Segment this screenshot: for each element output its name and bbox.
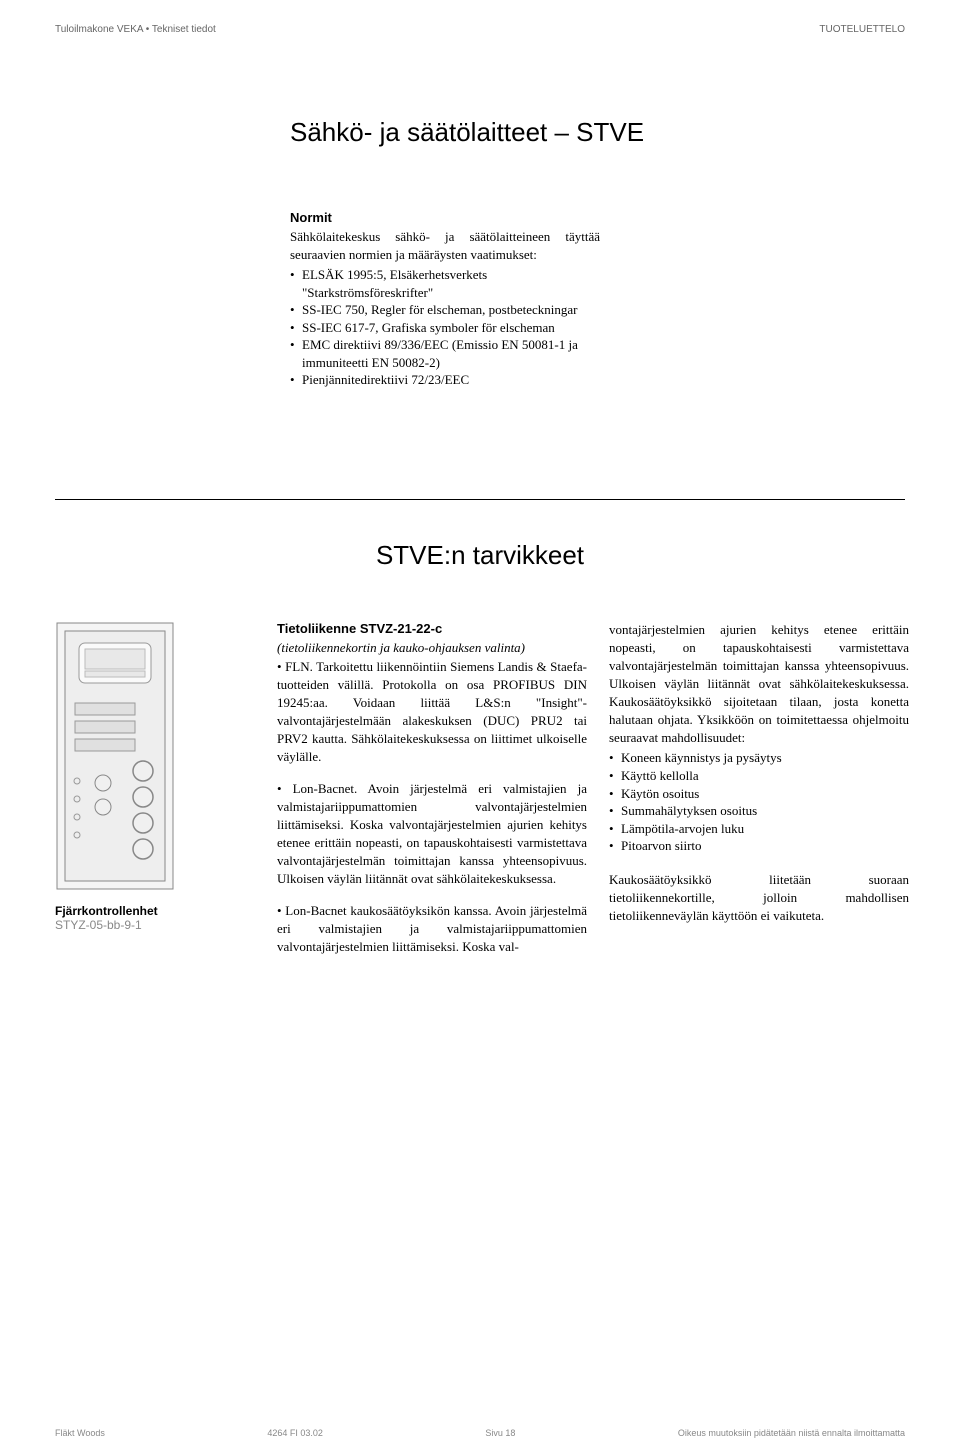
tieto-p1: • FLN. Tarkoitettu liikennöintiin Siemen… <box>277 658 587 766</box>
tieto-p2: • Lon-Bacnet. Avoin järjestelmä eri valm… <box>277 780 587 888</box>
device-caption: Fjärrkontrollenhet <box>55 904 255 918</box>
tieto-p2-text: Lon-Bacnet. Avoin järjestelmä eri valmis… <box>277 781 587 886</box>
normit-intro: Sähkölaitekeskus sähkö- ja säätölaittein… <box>290 228 600 263</box>
normit-list: ELSÄK 1995:5, Elsäkerhetsverkets "Starks… <box>290 266 600 389</box>
right-item: Summahälytyksen osoitus <box>609 802 909 820</box>
header-bar: Tuloilmakone VEKA • Tekniset tiedot TUOT… <box>55 24 905 35</box>
right-item: Lämpötila-arvojen luku <box>609 820 909 838</box>
page-title: Sähkö- ja säätölaitteet – STVE <box>290 117 905 148</box>
footer-right: Oikeus muutoksiin pidätetään niistä enna… <box>678 1428 905 1438</box>
tieto-p3: • Lon-Bacnet kaukosäätöyksikön kanssa. A… <box>277 902 587 956</box>
divider-line <box>55 499 905 500</box>
device-illustration <box>55 621 255 896</box>
header-right: TUOTELUETTELO <box>819 24 905 35</box>
right-column: vontajärjestelmien ajurien kehitys etene… <box>609 621 909 970</box>
header-left: Tuloilmakone VEKA • Tekniset tiedot <box>55 24 216 35</box>
normit-item: ELSÄK 1995:5, Elsäkerhetsverkets "Starks… <box>290 266 600 301</box>
left-column: Fjärrkontrollenhet STYZ-05-bb-9-1 <box>55 621 255 970</box>
footer-bar: Fläkt Woods 4264 FI 03.02 Sivu 18 Oikeus… <box>55 1428 905 1438</box>
tieto-p3-text: Lon-Bacnet kaukosäätöyksikön kanssa. Avo… <box>277 903 587 954</box>
tieto-p1-text: FLN. Tarkoitettu liikennöintiin Siemens … <box>277 659 587 764</box>
normit-section: Normit Sähkölaitekeskus sähkö- ja säätöl… <box>290 210 600 389</box>
normit-item: SS-IEC 750, Regler för elscheman, postbe… <box>290 301 600 319</box>
device-model: STYZ-05-bb-9-1 <box>55 918 255 932</box>
right-p2: Kaukosäätöyksikkö liitetään suoraan tiet… <box>609 871 909 925</box>
content-columns: Fjärrkontrollenhet STYZ-05-bb-9-1 Tietol… <box>55 621 905 970</box>
right-item: Pitoarvon siirto <box>609 837 909 855</box>
right-item: Käytön osoitus <box>609 785 909 803</box>
normit-item: EMC direktiivi 89/336/EEC (Emissio EN 50… <box>290 336 600 371</box>
normit-item: SS-IEC 617-7, Grafiska symboler för elsc… <box>290 319 600 337</box>
right-list: Koneen käynnistys ja pysäytys Käyttö kel… <box>609 749 909 854</box>
middle-column: Tietoliikenne STVZ-21-22-c (tietoliikenn… <box>277 621 587 970</box>
footer-mid2: Sivu 18 <box>485 1428 515 1438</box>
footer-mid1: 4264 FI 03.02 <box>267 1428 323 1438</box>
right-p1: vontajärjestelmien ajurien kehitys etene… <box>609 621 909 747</box>
normit-item: Pienjännitedirektiivi 72/23/EEC <box>290 371 600 389</box>
accessories-heading: STVE:n tarvikkeet <box>55 540 905 571</box>
normit-title: Normit <box>290 210 600 225</box>
tieto-title: Tietoliikenne STVZ-21-22-c <box>277 621 587 636</box>
tieto-subtitle: (tietoliikennekortin ja kauko-ohjauksen … <box>277 639 587 657</box>
right-item: Koneen käynnistys ja pysäytys <box>609 749 909 767</box>
footer-left: Fläkt Woods <box>55 1428 105 1438</box>
right-item: Käyttö kellolla <box>609 767 909 785</box>
